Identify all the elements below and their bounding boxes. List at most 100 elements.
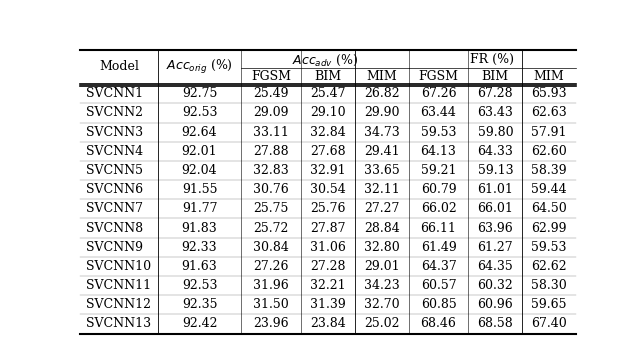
- Text: 32.83: 32.83: [253, 164, 289, 177]
- Text: 58.39: 58.39: [531, 164, 567, 177]
- Text: 59.13: 59.13: [477, 164, 513, 177]
- Text: SVCNN11: SVCNN11: [86, 279, 151, 292]
- Text: 92.42: 92.42: [182, 317, 217, 330]
- Text: SVCNN5: SVCNN5: [86, 164, 143, 177]
- Text: 25.72: 25.72: [253, 221, 289, 235]
- Text: $Acc_{orig}$ (%): $Acc_{orig}$ (%): [166, 58, 233, 76]
- Text: MIM: MIM: [534, 70, 564, 83]
- Text: 92.75: 92.75: [182, 87, 217, 100]
- Text: 32.11: 32.11: [364, 183, 399, 196]
- Text: 29.90: 29.90: [364, 107, 399, 119]
- Text: 27.27: 27.27: [364, 202, 399, 215]
- Text: 66.02: 66.02: [420, 202, 456, 215]
- Text: MIM: MIM: [367, 70, 397, 83]
- Text: SVCNN2: SVCNN2: [86, 107, 143, 119]
- Text: 29.10: 29.10: [310, 107, 346, 119]
- Text: 59.53: 59.53: [531, 241, 567, 254]
- Text: 64.33: 64.33: [477, 145, 513, 158]
- Text: 60.79: 60.79: [420, 183, 456, 196]
- Text: 63.43: 63.43: [477, 107, 513, 119]
- Text: 59.53: 59.53: [421, 126, 456, 139]
- Text: 32.70: 32.70: [364, 298, 399, 311]
- Text: 31.96: 31.96: [253, 279, 289, 292]
- Text: 34.23: 34.23: [364, 279, 399, 292]
- Text: 92.33: 92.33: [182, 241, 218, 254]
- Text: 66.11: 66.11: [420, 221, 456, 235]
- Text: 60.85: 60.85: [420, 298, 456, 311]
- Text: 33.65: 33.65: [364, 164, 399, 177]
- Text: 91.63: 91.63: [182, 260, 218, 273]
- Text: SVCNN1: SVCNN1: [86, 87, 143, 100]
- Text: 92.53: 92.53: [182, 107, 217, 119]
- Text: BIM: BIM: [314, 70, 342, 83]
- Text: 25.02: 25.02: [364, 317, 399, 330]
- Text: SVCNN8: SVCNN8: [86, 221, 143, 235]
- Text: 92.53: 92.53: [182, 279, 217, 292]
- Text: 30.54: 30.54: [310, 183, 346, 196]
- Text: 27.87: 27.87: [310, 221, 346, 235]
- Text: SVCNN12: SVCNN12: [86, 298, 151, 311]
- Text: SVCNN10: SVCNN10: [86, 260, 151, 273]
- Text: 27.26: 27.26: [253, 260, 289, 273]
- Text: 61.27: 61.27: [477, 241, 513, 254]
- Text: 25.49: 25.49: [253, 87, 289, 100]
- Text: 61.49: 61.49: [420, 241, 456, 254]
- Text: 60.57: 60.57: [420, 279, 456, 292]
- Text: 25.76: 25.76: [310, 202, 346, 215]
- Text: 28.84: 28.84: [364, 221, 399, 235]
- Text: 32.91: 32.91: [310, 164, 346, 177]
- Text: 62.63: 62.63: [531, 107, 567, 119]
- Text: 64.13: 64.13: [420, 145, 456, 158]
- Text: BIM: BIM: [482, 70, 509, 83]
- Text: 32.80: 32.80: [364, 241, 399, 254]
- Text: 59.21: 59.21: [421, 164, 456, 177]
- Text: 67.40: 67.40: [531, 317, 567, 330]
- Text: 60.96: 60.96: [477, 298, 513, 311]
- Text: SVCNN4: SVCNN4: [86, 145, 143, 158]
- Text: 27.88: 27.88: [253, 145, 289, 158]
- Text: 91.77: 91.77: [182, 202, 217, 215]
- Text: 92.01: 92.01: [182, 145, 218, 158]
- Text: 68.46: 68.46: [420, 317, 456, 330]
- Text: 33.11: 33.11: [253, 126, 289, 139]
- Text: 67.26: 67.26: [420, 87, 456, 100]
- Text: 30.76: 30.76: [253, 183, 289, 196]
- Text: 31.39: 31.39: [310, 298, 346, 311]
- Text: 60.32: 60.32: [477, 279, 513, 292]
- Text: 27.68: 27.68: [310, 145, 346, 158]
- Text: 68.58: 68.58: [477, 317, 513, 330]
- Text: 63.44: 63.44: [420, 107, 456, 119]
- Text: $Acc_{adv}$ (%): $Acc_{adv}$ (%): [292, 52, 358, 67]
- Text: 66.01: 66.01: [477, 202, 513, 215]
- Text: 64.50: 64.50: [531, 202, 567, 215]
- Text: 62.62: 62.62: [531, 260, 567, 273]
- Text: 29.01: 29.01: [364, 260, 399, 273]
- Text: 64.35: 64.35: [477, 260, 513, 273]
- Text: 57.91: 57.91: [531, 126, 567, 139]
- Text: 23.84: 23.84: [310, 317, 346, 330]
- Text: 27.28: 27.28: [310, 260, 346, 273]
- Text: SVCNN13: SVCNN13: [86, 317, 151, 330]
- Text: FGSM: FGSM: [252, 70, 291, 83]
- Text: 26.82: 26.82: [364, 87, 399, 100]
- Text: FGSM: FGSM: [419, 70, 458, 83]
- Text: 61.01: 61.01: [477, 183, 513, 196]
- Text: 58.30: 58.30: [531, 279, 567, 292]
- Text: 23.96: 23.96: [253, 317, 289, 330]
- Text: 59.80: 59.80: [477, 126, 513, 139]
- Text: 92.35: 92.35: [182, 298, 217, 311]
- Text: SVCNN7: SVCNN7: [86, 202, 143, 215]
- Text: 62.60: 62.60: [531, 145, 567, 158]
- Text: 67.28: 67.28: [477, 87, 513, 100]
- Text: SVCNN9: SVCNN9: [86, 241, 143, 254]
- Text: 92.04: 92.04: [182, 164, 218, 177]
- Text: Model: Model: [99, 60, 139, 73]
- Text: 59.44: 59.44: [531, 183, 567, 196]
- Text: 30.84: 30.84: [253, 241, 289, 254]
- Text: 32.21: 32.21: [310, 279, 346, 292]
- Text: 63.96: 63.96: [477, 221, 513, 235]
- Text: 25.75: 25.75: [253, 202, 289, 215]
- Text: 34.73: 34.73: [364, 126, 399, 139]
- Text: 31.06: 31.06: [310, 241, 346, 254]
- Text: 65.93: 65.93: [531, 87, 567, 100]
